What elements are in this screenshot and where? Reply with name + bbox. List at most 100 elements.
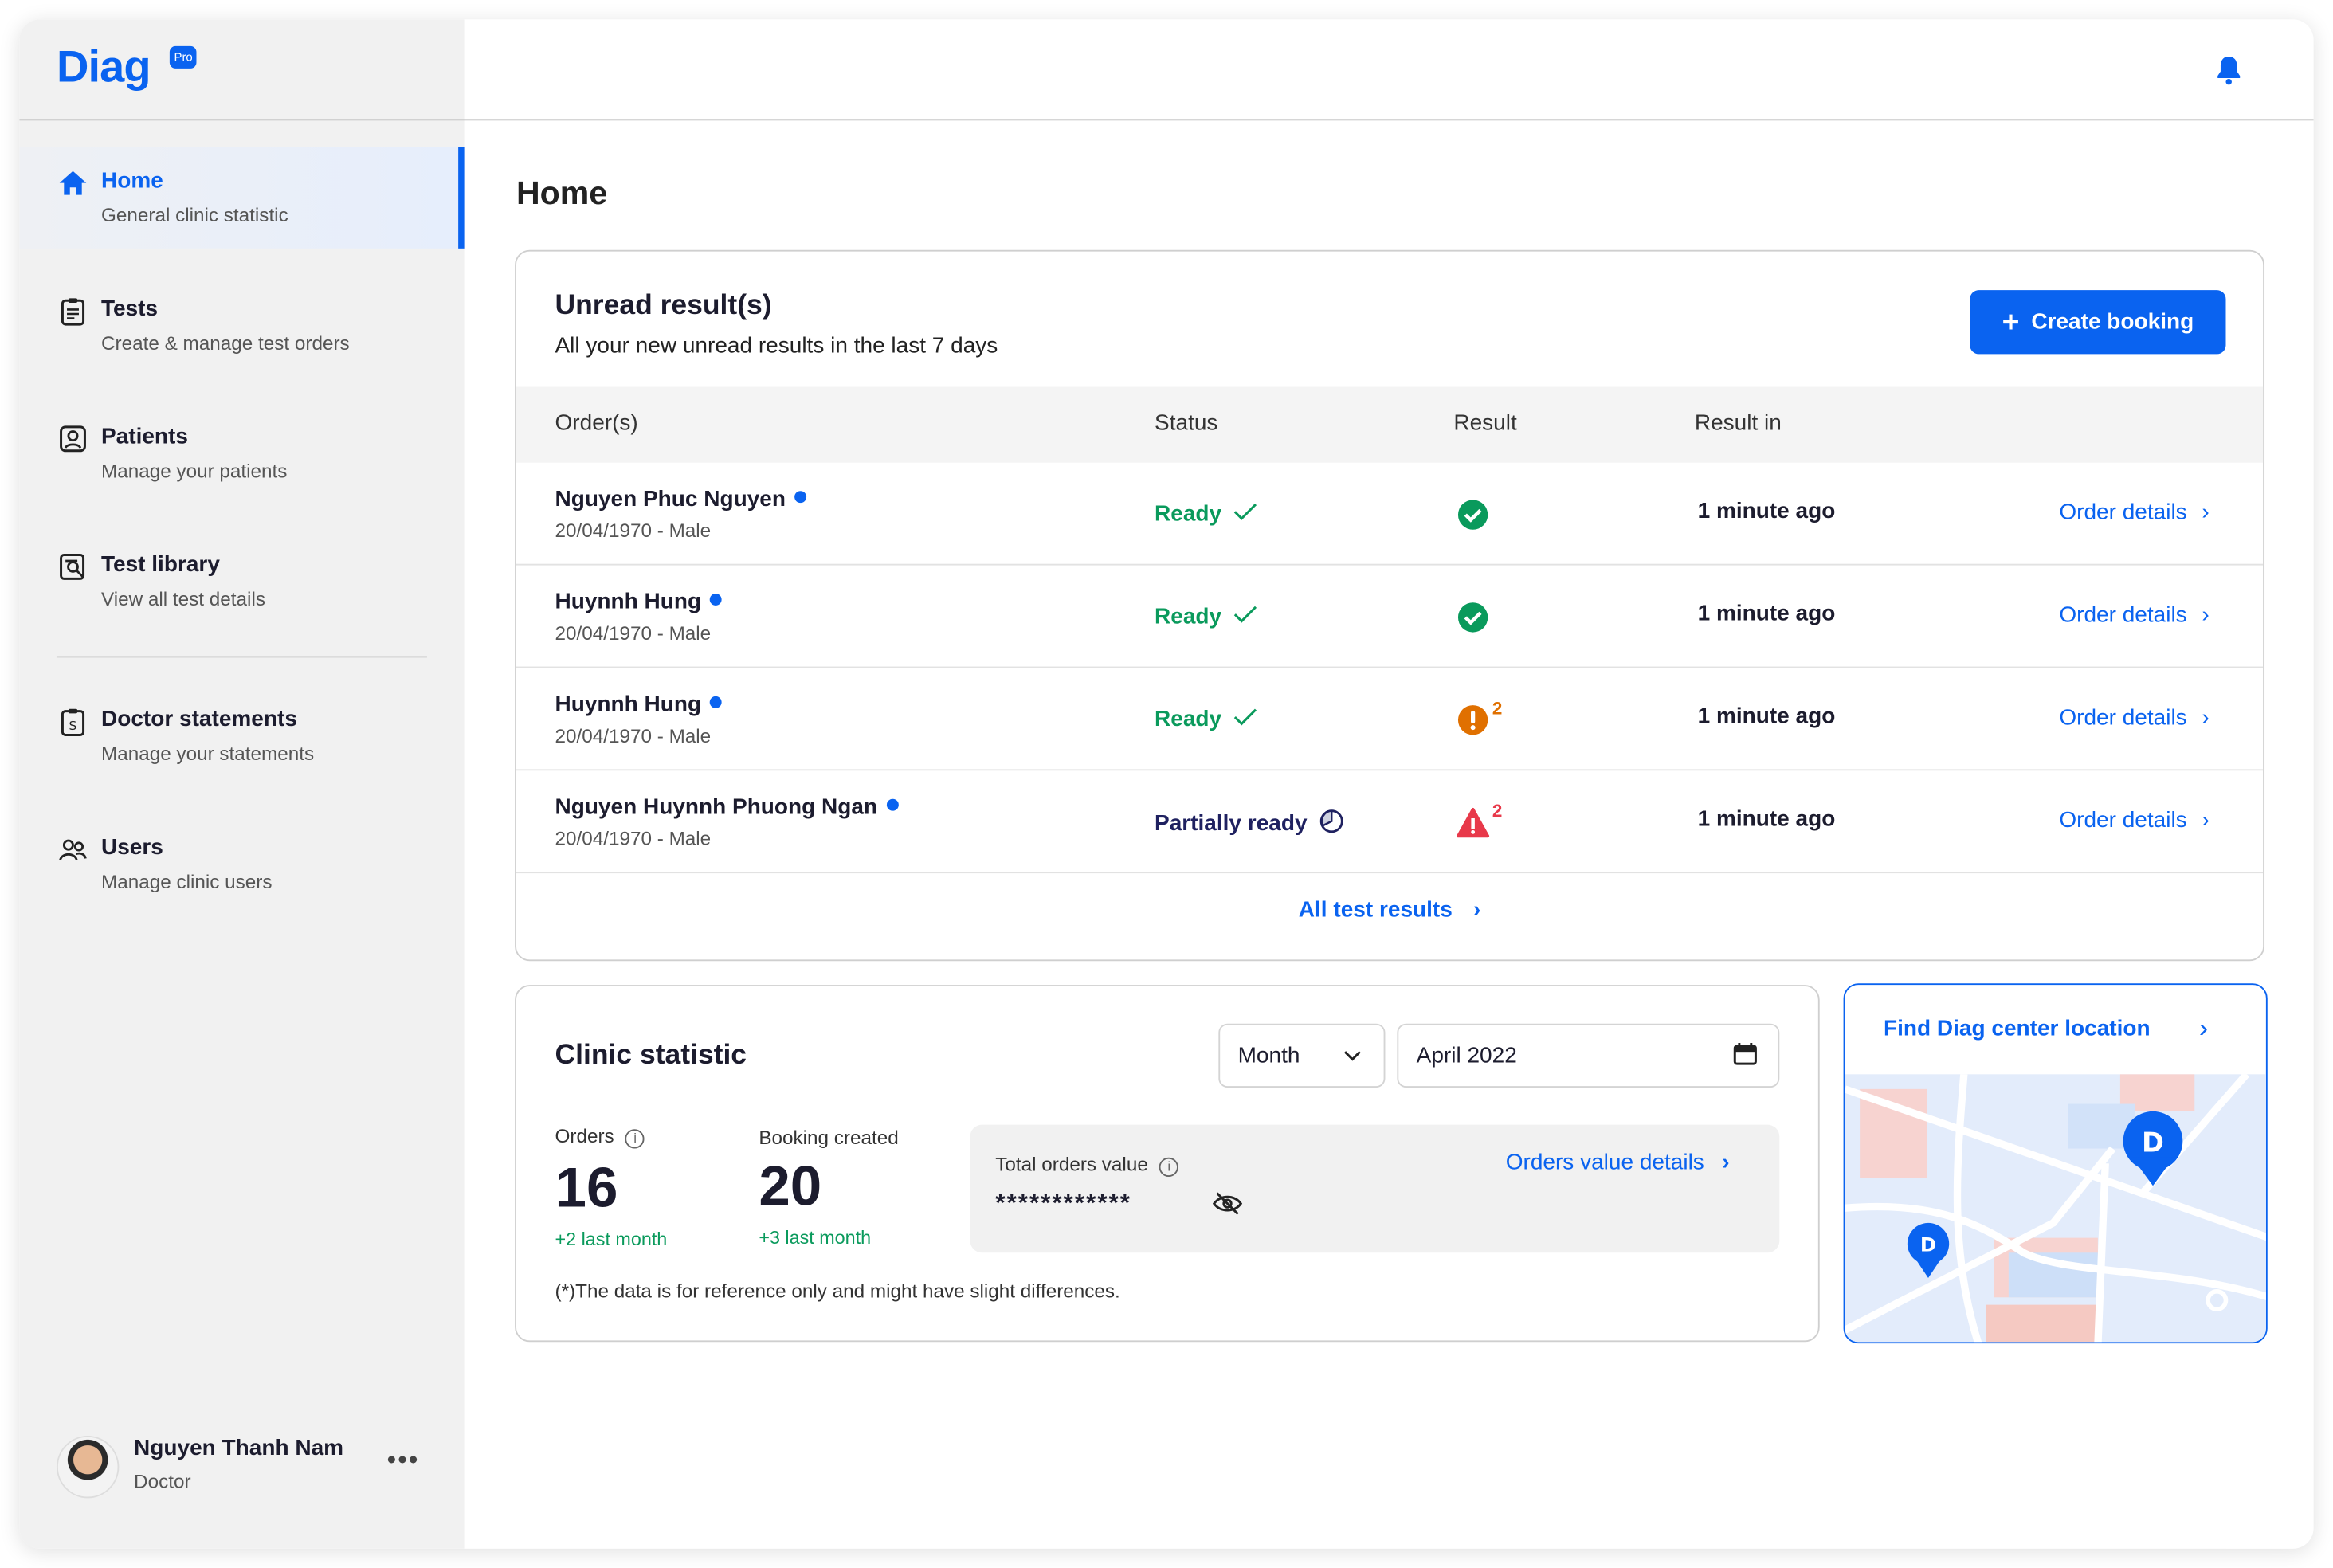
statement-icon: $ — [58, 707, 88, 736]
sidebar-item-label: Doctor statements — [100, 706, 297, 732]
home-icon — [58, 168, 88, 198]
sidebar-item-desc: Create & manage test orders — [100, 331, 350, 355]
total-orders-value: ************ — [995, 1188, 1131, 1217]
sidebar-item-label: Users — [100, 834, 163, 860]
eye-off-icon[interactable] — [1212, 1190, 1243, 1217]
orders-value-details-link[interactable]: Orders value details › — [1505, 1150, 1730, 1176]
status-badge: Ready — [1155, 604, 1257, 629]
unread-dot — [710, 594, 723, 606]
patient-dob: 20/04/1970 - Male — [555, 724, 712, 747]
result-warning-icon — [1457, 704, 1489, 736]
result-time: 1 minute ago — [1697, 806, 1836, 832]
order-details-link[interactable]: Order details › — [2059, 807, 2209, 833]
orders-value: 16 — [555, 1157, 618, 1221]
map-pin-icon: D — [1907, 1222, 1950, 1279]
chevron-right-icon: › — [2202, 602, 2209, 629]
create-booking-button[interactable]: + Create booking — [1970, 290, 2226, 355]
sidebar-item-label: Patients — [100, 424, 188, 449]
period-select[interactable]: Month — [1218, 1023, 1386, 1088]
svg-text:D: D — [1920, 1233, 1936, 1256]
footnote: (*)The data is for reference only and mi… — [555, 1279, 1120, 1302]
user-profile[interactable]: Nguyen Thanh Nam Doctor ••• — [56, 1433, 443, 1504]
users-icon — [58, 835, 88, 864]
page-title: Home — [516, 174, 608, 212]
table-header: Order(s) Status Result Result in — [516, 386, 2264, 463]
sidebar-item-test-library[interactable]: Test library View all test details — [19, 531, 464, 633]
sidebar-item-label: Tests — [100, 296, 159, 322]
result-time: 1 minute ago — [1697, 704, 1836, 729]
order-details-link[interactable]: Order details › — [2059, 602, 2209, 629]
app-window: Diag Pro Home General clinic statistic T… — [19, 19, 2314, 1549]
date-picker[interactable]: April 2022 — [1397, 1023, 1780, 1088]
patient-icon — [58, 424, 88, 453]
header-divider — [19, 119, 2314, 121]
result-time: 1 minute ago — [1697, 601, 1836, 627]
library-search-icon — [58, 552, 88, 582]
bell-icon[interactable] — [2215, 55, 2242, 85]
sidebar-item-desc: Manage your patients — [100, 459, 288, 483]
sidebar-item-doctor-statements[interactable]: $ Doctor statements Manage your statemen… — [19, 686, 464, 787]
status-badge: Partially ready — [1155, 809, 1343, 836]
pro-badge: Pro — [169, 45, 198, 69]
column-header: Order(s) — [555, 410, 638, 437]
sidebar-item-desc: View all test details — [100, 587, 265, 610]
sidebar-item-label: Test library — [100, 551, 220, 578]
sidebar-item-desc: General clinic statistic — [100, 203, 288, 226]
sidebar-divider — [56, 656, 427, 658]
table-row: Nguyen Phuc Nguyen 20/04/1970 - Male Ready… — [516, 463, 2264, 566]
check-icon — [1233, 503, 1257, 520]
result-count: 2 — [1492, 800, 1503, 821]
card-title: Unread result(s) — [555, 290, 772, 322]
result-time: 1 minute ago — [1697, 498, 1836, 524]
sidebar-item-desc: Manage your statements — [100, 742, 315, 765]
avatar — [56, 1435, 120, 1499]
result-ok-icon — [1457, 499, 1489, 531]
result-ok-icon — [1457, 601, 1489, 633]
chevron-right-icon: › — [1472, 896, 1481, 923]
clinic-statistic-card: Clinic statistic Month April 2022 Orders… — [515, 985, 1820, 1343]
patient-dob: 20/04/1970 - Male — [555, 827, 712, 850]
booking-label: Booking created — [759, 1126, 899, 1149]
booking-delta: +3 last month — [759, 1227, 872, 1249]
all-test-results-label: All test results — [1298, 896, 1453, 923]
sidebar-item-users[interactable]: Users Manage clinic users — [19, 813, 464, 915]
info-icon: i — [1159, 1157, 1179, 1178]
order-details-link[interactable]: Order details › — [2059, 705, 2209, 731]
map-image[interactable]: D D — [1845, 1074, 2267, 1343]
orders-delta: +2 last month — [555, 1229, 668, 1250]
booking-value: 20 — [759, 1155, 822, 1219]
unread-results-card: Unread result(s) All your new unread res… — [515, 249, 2265, 962]
user-role: Doctor — [134, 1469, 191, 1492]
sidebar-item-tests[interactable]: Tests Create & manage test orders — [19, 275, 464, 376]
patient-name: Nguyen Huynnh Phuong Ngan — [555, 794, 899, 820]
more-options-icon[interactable]: ••• — [386, 1445, 420, 1475]
sidebar-item-label: Home — [100, 168, 163, 194]
find-center-card[interactable]: Find Diag center location › D D — [1843, 983, 2268, 1344]
result-count: 2 — [1492, 697, 1503, 719]
unread-dot — [710, 696, 723, 708]
map-pin-icon: D — [2123, 1111, 2183, 1186]
plus-icon: + — [2002, 306, 2020, 339]
patient-dob: 20/04/1970 - Male — [555, 621, 712, 645]
period-value: Month — [1237, 1042, 1300, 1068]
svg-text:D: D — [2142, 1127, 2164, 1158]
order-details-link[interactable]: Order details › — [2059, 500, 2209, 526]
check-icon — [1233, 708, 1257, 726]
clipboard-icon — [58, 296, 88, 326]
chevron-right-icon: › — [2202, 807, 2209, 833]
table-row: Nguyen Huynnh Phuong Ngan 20/04/1970 - Ma… — [516, 770, 2264, 874]
patient-dob: 20/04/1970 - Male — [555, 519, 712, 542]
table-row: Huynnh Hung 20/04/1970 - Male Ready 2 1 minu… — [516, 668, 2264, 771]
status-badge: Ready — [1155, 501, 1257, 527]
chevron-right-icon: › — [2198, 1013, 2209, 1043]
sidebar-item-patients[interactable]: Patients Manage your patients — [19, 403, 464, 504]
result-critical-icon — [1457, 806, 1490, 839]
all-test-results-link[interactable]: All test results › — [516, 897, 2263, 923]
card-subtitle: All your new unread results in the last … — [555, 333, 998, 359]
sidebar-item-home[interactable]: Home General clinic statistic — [19, 147, 465, 249]
column-header: Result — [1453, 410, 1517, 437]
logo[interactable]: Diag — [56, 43, 151, 92]
patient-name: Huynnh Hung — [555, 589, 723, 614]
column-header: Result in — [1694, 410, 1782, 437]
info-icon: i — [625, 1129, 645, 1149]
